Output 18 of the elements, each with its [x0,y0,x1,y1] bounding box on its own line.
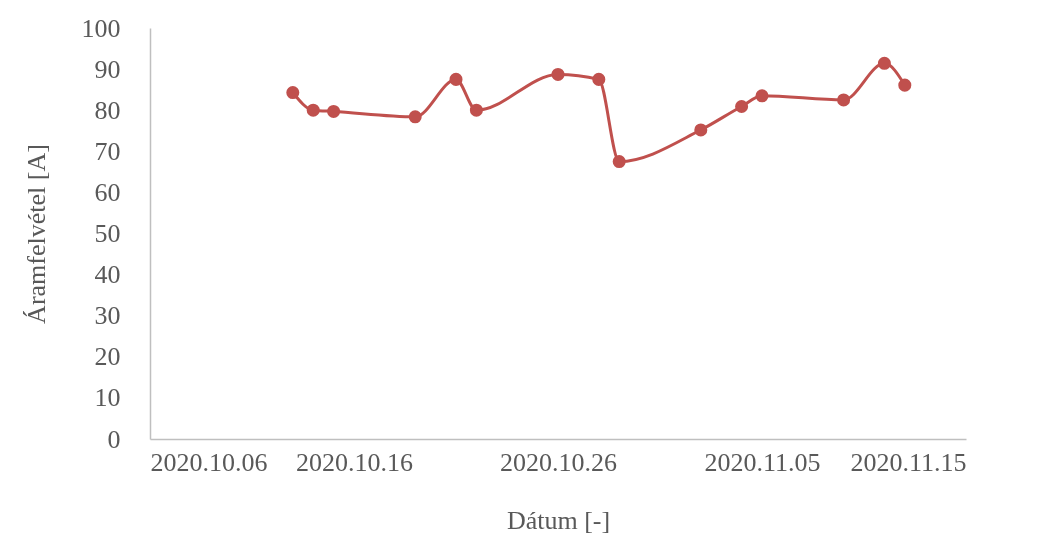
y-tick-label: 30 [94,301,121,331]
x-tick-label: 2020.10.26 [500,447,617,477]
y-tick-label: 10 [94,383,121,413]
x-tick-label: 2020.11.15 [850,447,967,477]
y-tick-label: 20 [94,342,121,372]
y-tick-label: 40 [94,260,121,290]
y-tick-label: 80 [94,95,121,125]
x-axis-title: Dátum [-] [506,505,611,535]
x-tick-label: 2020.10.16 [296,447,413,477]
y-tick-label: 70 [94,136,121,166]
y-tick-label: 100 [81,13,121,43]
y-tick-label: 60 [94,177,121,207]
y-axis-title: Áramfelvétel [A] [21,144,51,324]
x-tick-label: 2020.10.06 [150,447,268,477]
y-tick-label: 90 [94,54,121,84]
y-tick-label: 0 [107,424,121,454]
y-tick-label: 50 [94,219,121,248]
x-tick-label: 2020.11.05 [704,447,821,477]
